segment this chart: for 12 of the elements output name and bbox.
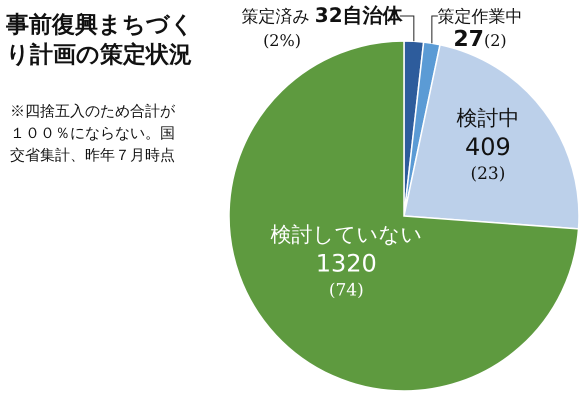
data-label: 27(2) — [453, 27, 507, 52]
data-label: 409 — [465, 132, 511, 161]
data-label: 策定作業中 — [438, 7, 522, 27]
annotation: ※四捨五入のため合計が１００％にならない。国交省集計、昨年７月時点 — [10, 101, 176, 166]
category-label: 検討中 — [456, 106, 520, 130]
title: 事前復興まちづくり計画の策定状況 — [6, 11, 195, 70]
text: (23) — [470, 164, 506, 184]
data-label: 策定済み 32自治体 — [241, 3, 403, 27]
text: (74) — [328, 280, 364, 301]
text: (2%) — [263, 31, 301, 50]
category-label: 検討していない — [270, 222, 422, 247]
data-label: 1320 — [316, 250, 377, 278]
